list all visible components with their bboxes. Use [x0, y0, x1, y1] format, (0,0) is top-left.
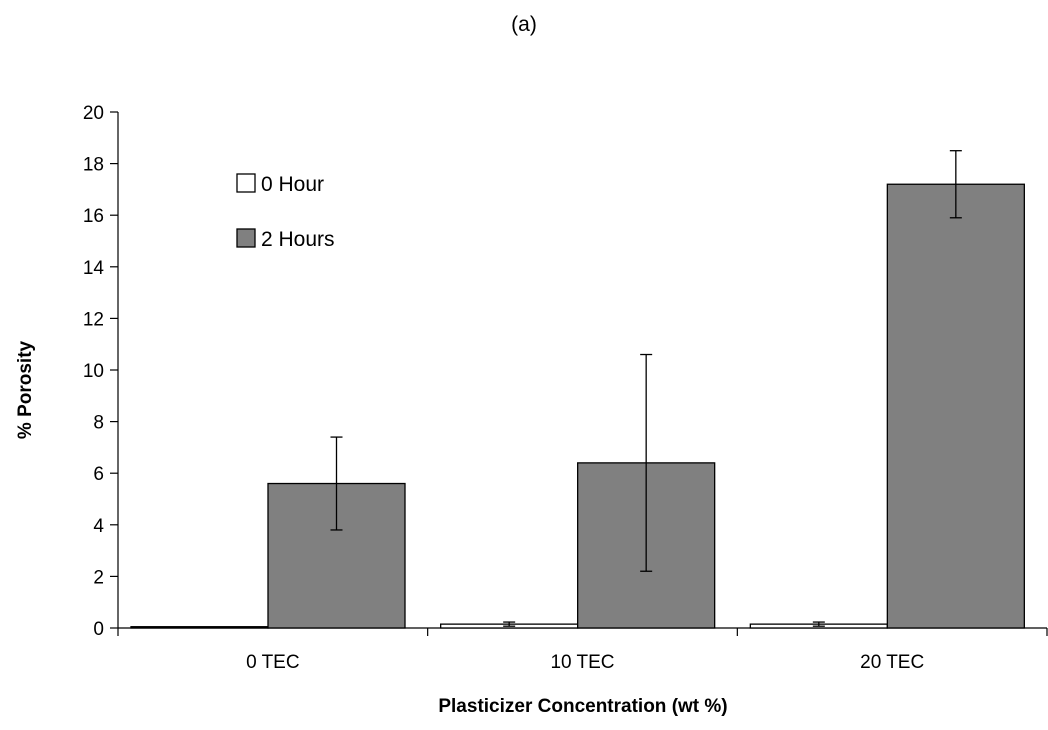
y-tick-label: 10	[83, 361, 104, 382]
x-tick-label: 10 TEC	[550, 652, 614, 673]
bar-0-hour	[130, 626, 269, 629]
y-tick-label: 12	[83, 309, 104, 330]
legend-label: 0 Hour	[261, 173, 324, 196]
y-tick-label: 6	[93, 464, 104, 485]
y-tick-label: 20	[83, 103, 104, 124]
x-axis-title: Plasticizer Concentration (wt %)	[438, 696, 727, 717]
panel-label: (a)	[511, 13, 537, 36]
x-tick-label: 0 TEC	[246, 652, 300, 673]
y-tick-label: 4	[93, 516, 104, 537]
legend-swatch	[236, 228, 256, 248]
y-tick-label: 0	[93, 619, 104, 640]
y-tick-label: 16	[83, 206, 104, 227]
y-axis-title: % Porosity	[15, 340, 36, 439]
bar-2-hours	[886, 183, 1025, 629]
y-tick-label: 8	[93, 413, 104, 434]
plot-area: 0 2 4 6 8 10 12 14 16 18 20 0 TEC 10 TEC 20 TEC 0 Hour…	[83, 103, 1048, 673]
y-tick-label: 14	[83, 258, 105, 279]
x-tick-label: 20 TEC	[860, 652, 924, 673]
y-tick-label: 2	[93, 567, 104, 588]
legend-swatch	[236, 173, 256, 193]
legend-label: 2 Hours	[261, 228, 335, 251]
y-tick-label: 18	[83, 155, 104, 176]
